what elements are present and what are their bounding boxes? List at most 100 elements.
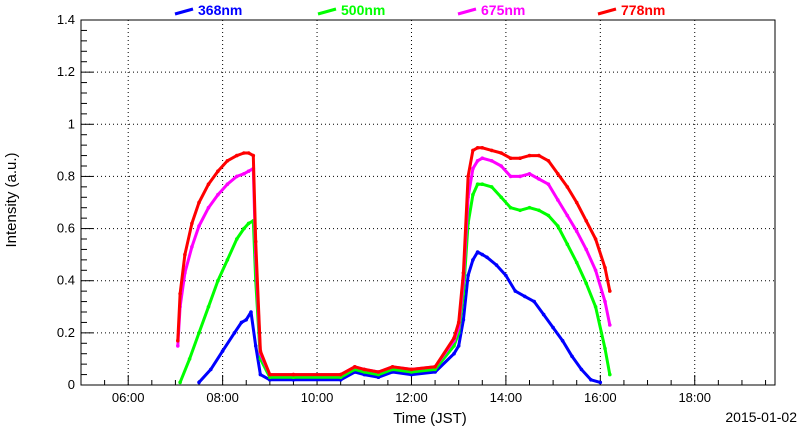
data-point — [176, 344, 180, 348]
data-point — [225, 159, 230, 163]
series-675nm — [176, 156, 612, 377]
legend-label: 500nm — [341, 2, 385, 18]
data-point — [499, 164, 504, 168]
data-point — [466, 174, 470, 179]
date-label: 2015-01-02 — [725, 409, 797, 425]
data-point — [584, 281, 588, 286]
data-point — [197, 331, 201, 335]
data-point — [608, 289, 612, 293]
data-point — [235, 237, 239, 241]
data-point — [242, 226, 246, 231]
data-point — [584, 247, 588, 252]
data-point — [546, 213, 551, 218]
data-point — [206, 205, 211, 210]
data-point — [220, 349, 225, 353]
data-point — [504, 273, 508, 278]
y-tick-label: 1.4 — [57, 12, 75, 27]
data-point — [409, 372, 414, 377]
series-500nm — [178, 182, 612, 385]
data-point — [242, 151, 246, 155]
data-point — [523, 294, 527, 299]
data-point — [480, 182, 485, 186]
data-point — [499, 195, 504, 200]
data-point — [537, 153, 541, 158]
data-point — [471, 166, 475, 171]
y-tick-label: 0.2 — [57, 325, 75, 340]
data-point — [579, 367, 584, 372]
data-point — [471, 258, 475, 262]
data-point — [190, 245, 194, 249]
data-point — [225, 258, 230, 262]
data-point — [608, 372, 612, 377]
data-point — [508, 174, 513, 179]
data-point — [291, 375, 296, 380]
data-point — [603, 346, 607, 351]
data-point — [216, 169, 220, 173]
data-point — [258, 349, 263, 353]
data-point — [603, 265, 607, 270]
data-point — [485, 255, 489, 260]
data-point — [471, 192, 475, 197]
data-point — [244, 318, 248, 322]
legend-swatch — [457, 7, 477, 16]
data-point — [246, 221, 251, 226]
data-point — [546, 159, 551, 163]
y-axis-title: Intensity (a.u.) — [3, 152, 20, 247]
data-point — [593, 237, 598, 241]
data-point — [589, 378, 593, 382]
y-tick-label: 0.8 — [57, 168, 75, 183]
data-point — [518, 156, 522, 160]
data-point — [246, 151, 251, 155]
data-point — [197, 380, 201, 385]
data-point — [235, 153, 239, 158]
data-point — [376, 375, 381, 380]
data-point — [556, 172, 560, 176]
grid — [81, 19, 775, 386]
x-tick-label: 14:00 — [490, 390, 523, 405]
legend-label: 368nm — [198, 2, 242, 18]
data-point — [268, 378, 272, 382]
data-point — [225, 182, 230, 186]
data-point — [480, 252, 485, 257]
data-point — [608, 323, 612, 327]
data-point — [178, 292, 182, 296]
data-point — [508, 156, 513, 160]
data-point — [338, 372, 343, 377]
y-tick-label: 1.2 — [57, 64, 75, 79]
data-point — [187, 357, 192, 361]
data-point — [560, 338, 565, 343]
data-point — [268, 375, 272, 380]
data-point — [190, 221, 194, 226]
data-point — [527, 172, 532, 176]
data-point — [232, 331, 237, 335]
data-point — [362, 367, 367, 372]
data-point — [197, 224, 201, 228]
data-point — [362, 372, 367, 377]
data-point — [574, 260, 579, 265]
data-point — [183, 252, 187, 257]
legend-swatch — [174, 7, 194, 16]
data-point — [251, 153, 256, 158]
data-point — [235, 174, 239, 179]
series-line — [178, 182, 612, 383]
data-point — [338, 375, 343, 380]
data-point — [176, 338, 180, 343]
series-layer — [176, 146, 612, 385]
data-point — [537, 177, 541, 181]
legend-swatch — [597, 7, 617, 16]
data-point — [253, 239, 258, 244]
data-point — [480, 156, 485, 160]
legend-label: 778nm — [621, 2, 665, 18]
data-point — [216, 278, 220, 283]
data-point — [556, 198, 560, 202]
data-point — [532, 299, 536, 304]
data-point — [541, 312, 546, 317]
data-point — [258, 372, 263, 377]
x-tick-label: 12:00 — [395, 390, 428, 405]
data-point — [239, 320, 244, 325]
data-point — [268, 372, 272, 377]
data-point — [603, 299, 607, 304]
legend-swatch — [317, 7, 337, 16]
data-point — [471, 148, 475, 153]
data-point — [466, 273, 470, 278]
